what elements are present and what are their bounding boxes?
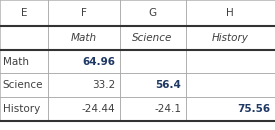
Text: Science: Science bbox=[3, 80, 43, 90]
Text: E: E bbox=[21, 8, 27, 18]
Text: H: H bbox=[226, 8, 234, 18]
Text: History: History bbox=[3, 104, 40, 114]
Text: 75.56: 75.56 bbox=[238, 104, 271, 114]
Text: 33.2: 33.2 bbox=[92, 80, 115, 90]
Text: G: G bbox=[148, 8, 157, 18]
Text: 64.96: 64.96 bbox=[82, 57, 116, 67]
Text: History: History bbox=[212, 33, 249, 43]
Text: Math: Math bbox=[71, 33, 97, 43]
Text: F: F bbox=[81, 8, 87, 18]
Text: -24.44: -24.44 bbox=[82, 104, 116, 114]
Text: Math: Math bbox=[3, 57, 29, 67]
Text: Science: Science bbox=[133, 33, 173, 43]
Text: 56.4: 56.4 bbox=[156, 80, 182, 90]
Text: -24.1: -24.1 bbox=[155, 104, 182, 114]
